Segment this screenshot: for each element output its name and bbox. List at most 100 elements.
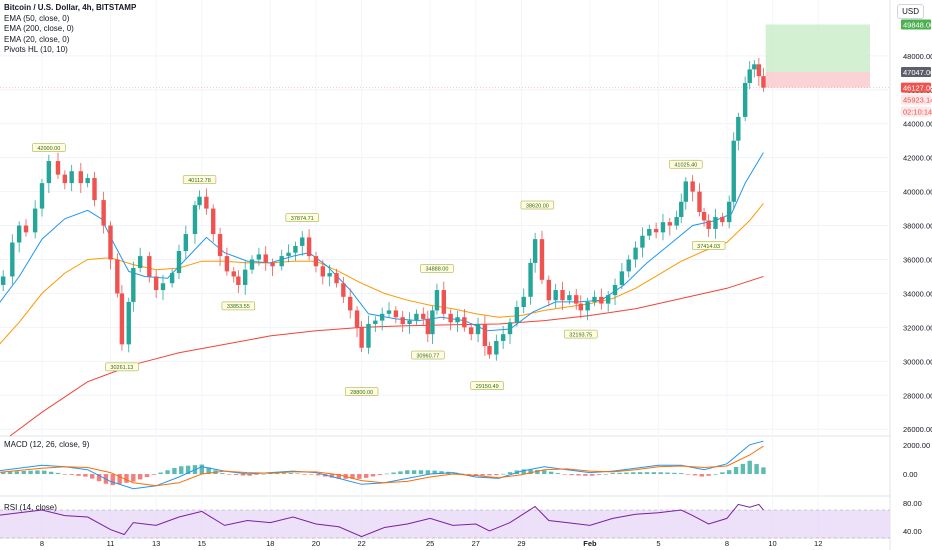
macd-histogram-bar [363,474,369,478]
macd-histogram-bar [548,471,554,475]
candle-body [731,140,736,202]
candle-body [242,269,248,285]
candle-body [697,191,702,212]
candle-body [46,161,52,184]
indicator-pivots[interactable]: Pivots HL (10, 10) [4,45,68,54]
currency-button[interactable]: USD [897,4,924,19]
time-tick-label: 13 [152,539,160,548]
macd-histogram-bar [425,470,431,475]
macd-histogram-bar [418,470,424,475]
macd-histogram-bar [14,471,20,475]
candle-body [69,171,74,184]
pivot-label: 41025.40 [674,162,697,168]
candle-body [592,296,597,302]
entry-price-tag-bg [901,66,931,77]
pivot-label-box [564,329,598,339]
macd-histogram-bar [42,470,47,475]
pivot-label: 33853.55 [227,304,250,310]
target-price-tag: 49848.00 [903,20,932,29]
candle-body [528,262,533,297]
macd-histogram-bar [316,474,321,476]
candle-body [320,266,326,277]
macd-histogram-bar [521,469,526,475]
macd-histogram-bar [206,467,211,475]
chart-legend: Bitcoin / U.S. Dollar, 4h, BITSTAMP EMA … [4,3,136,56]
macd-label[interactable]: MACD (12, 26, close, 9) [4,440,90,449]
candle-body [286,252,291,257]
pivot-label-box [182,175,217,184]
macd-histogram-bar [76,474,81,476]
macd-histogram-bar [610,473,615,475]
macd-histogram-bar [96,474,102,482]
macd-histogram-bar [542,470,547,475]
indicator-ema20[interactable]: EMA (20, close, 0) [4,34,70,44]
time-tick-label: 27 [472,539,480,548]
macd-histogram-bar [288,473,294,475]
candle-body [204,196,209,209]
time-tick-label: 20 [312,539,320,548]
candle-body [366,323,371,348]
price-tick-label: 34000.00 [903,289,932,298]
entry-price-tag: 47047.00 [903,68,932,77]
macd-histogram-bar [405,470,410,475]
candle-body [448,313,453,323]
macd-histogram-bar [0,471,6,475]
symbol-title[interactable]: Bitcoin / U.S. Dollar, 4h, BITSTAMP [4,3,137,12]
candle-body [434,290,440,311]
candle-body [469,327,474,335]
candle-body [532,239,538,263]
indicator-ema50[interactable]: EMA (50, close, 0) [4,13,70,23]
time-tick-label: 5 [656,539,660,548]
macd-histogram-bar [672,472,677,475]
candle-body [379,313,385,321]
macd-histogram-bar [562,474,568,475]
macd-histogram-bar [137,474,143,480]
macd-histogram-bar [254,474,259,475]
time-tick-label: 18 [266,539,274,548]
macd-histogram-bar [685,474,691,475]
candle-body [752,64,757,70]
target-price-tag-bg [901,19,931,30]
candle-body [706,220,711,229]
macd-histogram-bar [658,472,663,475]
candle-body [85,178,90,184]
macd-histogram-bar [555,473,561,475]
macd-histogram-bar [624,472,629,475]
candle-body [487,346,492,355]
indicator-ema200[interactable]: EMA (200, close, 0) [4,24,74,33]
pivot-label-box [411,350,445,360]
rsi-label[interactable]: RSI (14, close) [4,503,57,512]
macd-histogram-bar [7,471,13,475]
candle-body [574,295,579,304]
pivot-label: 38620.00 [526,203,549,209]
macd-histogram-bar [165,470,170,475]
candle-body [224,256,230,272]
candle-body [373,320,378,324]
candle-body [653,228,659,233]
macd-histogram-bar [227,474,232,475]
macd-histogram-bar [583,474,588,476]
pivot-label: 29150.49 [476,384,499,390]
candle-body [62,174,68,184]
candle-body [39,183,45,209]
candle-body [726,201,732,223]
macd-histogram-bar [185,465,191,475]
ema-lines [0,152,764,437]
macd-histogram-bar [199,464,205,475]
candle-body [393,310,399,318]
macd-histogram-bar [117,474,122,484]
candle-body [701,211,707,221]
candle-body [249,259,255,270]
position-zones [0,24,890,88]
pivot-label: 28800.00 [350,390,373,396]
macd-histogram-bar [131,474,136,482]
candle-body [119,293,125,345]
macd-histogram-bar [603,473,609,475]
macd-histogram-bar [302,474,307,475]
candle-body [263,254,268,263]
candle-body [256,254,262,260]
macd-histogram-bar [158,472,163,475]
macd-histogram-bar [679,473,684,475]
pivot-label: 34888.00 [425,267,448,273]
